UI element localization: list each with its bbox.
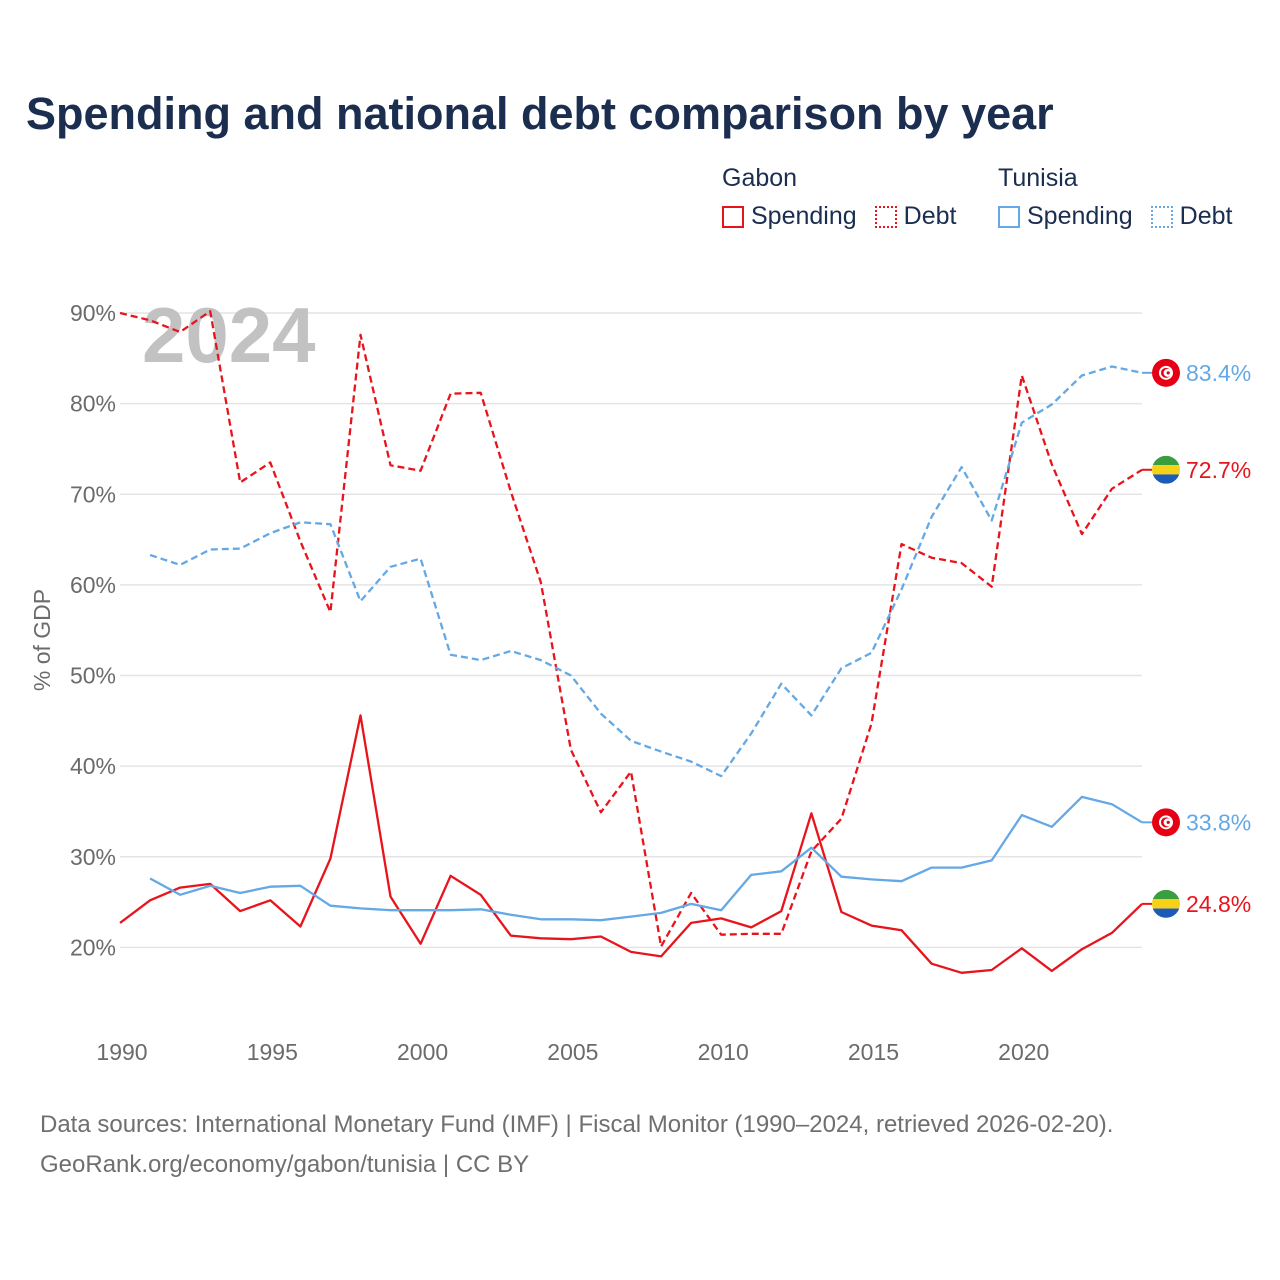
series-line-tunisia-spending[interactable]	[149, 795, 1143, 922]
legend-group-tunisia: Tunisia Spending Debt	[998, 160, 1250, 231]
solid-line-swatch-icon	[998, 205, 1020, 228]
dotted-line-swatch-icon	[874, 205, 897, 228]
end-marker-tunisia-debt: 83.4%	[1142, 358, 1251, 387]
series-line-gabon-spending[interactable]	[119, 714, 1143, 974]
y-tick-label: 30%	[70, 844, 116, 870]
end-value-label: 83.4%	[1186, 360, 1251, 386]
source-line-url[interactable]: GeoRank.org/economy/gabon/tunisia | CC B…	[40, 1151, 530, 1178]
legend-item-gabon-spending[interactable]: Spending	[722, 202, 857, 231]
legend-item-tunisia-debt[interactable]: Debt	[1150, 202, 1233, 231]
end-value-label: 72.7%	[1186, 457, 1251, 483]
end-marker-gabon-debt: 72.7%	[1142, 455, 1251, 484]
end-marker-gabon-spending: 24.8%	[1142, 889, 1251, 918]
end-value-label: 24.8%	[1186, 891, 1251, 917]
series-line-tunisia-debt[interactable]	[149, 365, 1143, 778]
y-axis-title: % of GDP	[29, 589, 55, 691]
legend-item-gabon-debt[interactable]: Debt	[874, 202, 957, 231]
end-marker-tunisia-spending: 33.8%	[1142, 808, 1251, 837]
end-value-label: 33.8%	[1186, 809, 1251, 835]
legend-item-label: Spending	[1027, 202, 1133, 230]
tunisia-flag-icon	[1152, 358, 1180, 387]
x-tick-label: 1995	[247, 1039, 298, 1065]
y-tick-label: 50%	[70, 663, 116, 689]
x-tick-label: 1990	[96, 1039, 147, 1065]
legend-item-label: Debt	[903, 202, 957, 230]
y-tick-label: 20%	[70, 934, 116, 960]
tunisia-flag-icon	[1152, 808, 1180, 837]
y-tick-label: 90%	[70, 300, 116, 326]
legend-group-name: Tunisia	[998, 164, 1078, 192]
legend-item-label: Debt	[1179, 202, 1233, 230]
y-tick-label: 40%	[70, 753, 116, 779]
source-line-data: Data sources: International Monetary Fun…	[40, 1111, 1114, 1138]
year-watermark: 2024	[142, 291, 316, 379]
x-tick-label: 2000	[397, 1039, 448, 1065]
x-tick-label: 2010	[698, 1039, 749, 1065]
legend-group-gabon: Gabon Spending Debt	[722, 160, 974, 231]
x-tick-label: 2005	[547, 1039, 598, 1065]
source-note: Data sources: International Monetary Fun…	[40, 1105, 1260, 1185]
y-tick-label: 70%	[70, 481, 116, 507]
dotted-line-swatch-icon	[1150, 205, 1173, 228]
legend-item-label: Spending	[751, 202, 857, 230]
y-tick-label: 80%	[70, 391, 116, 417]
y-tick-label: 60%	[70, 572, 116, 598]
gabon-flag-icon	[1152, 889, 1180, 918]
legend-item-tunisia-spending[interactable]: Spending	[998, 202, 1133, 231]
legend-group-name: Gabon	[722, 164, 798, 192]
line-chart: 2024 20% 30% 40% 50% 60% 70% 80% 90% 1990 1995 20…	[29, 291, 1251, 1065]
series-line-gabon-debt[interactable]	[119, 310, 1143, 948]
x-tick-label: 2020	[998, 1039, 1049, 1065]
x-tick-label: 2015	[848, 1039, 899, 1065]
solid-line-swatch-icon	[722, 205, 744, 228]
page-title: Spending and national debt comparison by…	[26, 88, 1054, 139]
gabon-flag-icon	[1152, 455, 1180, 484]
